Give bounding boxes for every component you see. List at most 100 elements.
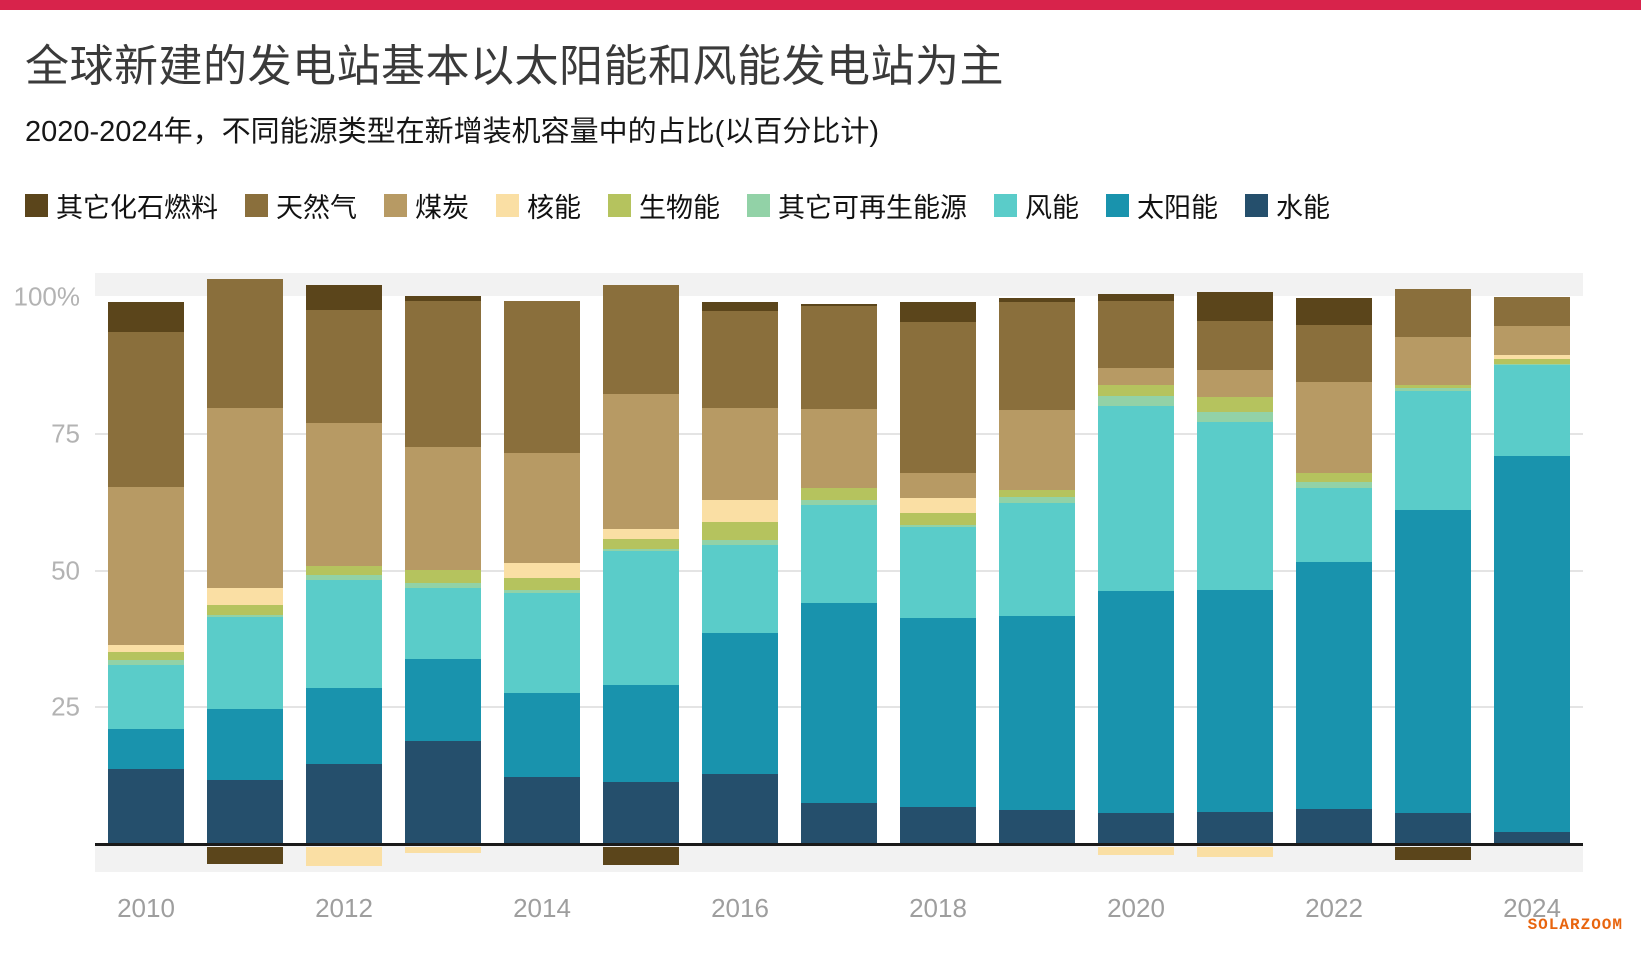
- bar-segment-hydro: [1098, 812, 1174, 844]
- bar-segment-coal: [1098, 368, 1174, 386]
- bar-segment-solar: [1197, 589, 1273, 812]
- bar-segment-fossil: [900, 302, 976, 322]
- bar-segment-other_renewables: [504, 590, 580, 593]
- x-axis-label-2014: 2014: [513, 893, 571, 923]
- bar-segment-hydro: [1395, 812, 1471, 844]
- bar-segment-gas: [504, 301, 580, 454]
- bar-segment-gas: [1197, 320, 1273, 371]
- legend-item-hydro: 水能: [1245, 186, 1330, 225]
- bar-segment-other_renewables: [900, 524, 976, 528]
- bar-segment-solar: [999, 615, 1075, 811]
- bar-segment-coal: [306, 422, 382, 566]
- bar-segment-nuclear: [108, 644, 184, 652]
- legend-label: 生物能: [639, 193, 720, 223]
- bar-segment-hydro: [900, 806, 976, 844]
- bar-segment-hydro: [108, 769, 184, 844]
- legend-label: 核能: [527, 193, 581, 223]
- bar-segment-hydro: [702, 773, 778, 844]
- bar-segment-wind: [900, 527, 976, 618]
- bar-segment-other_renewables: [603, 548, 679, 552]
- bar-segment-hydro: [207, 780, 283, 844]
- bar-segment-nuclear: [1197, 847, 1273, 857]
- legend-swatch-hydro: [1245, 194, 1268, 217]
- bar-segment-nuclear: [1494, 354, 1570, 359]
- bar-segment-coal: [702, 408, 778, 500]
- bar-segment-bioenergy: [999, 489, 1075, 497]
- bar-segment-wind: [1494, 365, 1570, 457]
- bar-segment-other_renewables: [1296, 481, 1372, 488]
- bar-segment-gas: [900, 321, 976, 473]
- bar-segment-solar: [405, 659, 481, 742]
- bar-segment-wind: [1098, 405, 1174, 591]
- bar-segment-solar: [108, 729, 184, 770]
- bar-segment-nuclear: [405, 847, 481, 854]
- bar-segment-nuclear: [900, 497, 976, 513]
- x-axis-label-2018: 2018: [909, 893, 967, 923]
- legend-item-wind: 风能: [994, 186, 1079, 225]
- bar-segment-nuclear: [1098, 847, 1174, 855]
- bar-segment-coal: [1296, 382, 1372, 474]
- bar-segment-solar: [504, 693, 580, 778]
- bar-segment-nuclear: [306, 847, 382, 866]
- bar-segment-other_renewables: [702, 539, 778, 545]
- bar-segment-gas: [1296, 325, 1372, 383]
- bar-segment-wind: [108, 665, 184, 730]
- bar-segment-nuclear: [504, 563, 580, 579]
- legend-item-fossil: 其它化石燃料: [25, 186, 218, 225]
- bar-segment-bioenergy: [207, 604, 283, 615]
- bar-segment-hydro: [504, 777, 580, 844]
- legend-swatch-wind: [994, 194, 1017, 217]
- bar-segment-hydro: [1296, 808, 1372, 844]
- bar-segment-nuclear: [207, 588, 283, 605]
- legend-item-coal: 煤炭: [384, 186, 469, 225]
- legend-item-bioenergy: 生物能: [608, 186, 720, 225]
- bar-segment-solar: [1395, 509, 1471, 813]
- bar-segment-wind: [603, 551, 679, 686]
- x-axis-label-2020: 2020: [1107, 893, 1165, 923]
- y-axis-label-25: 25: [51, 691, 80, 722]
- bar-segment-other_renewables: [1197, 411, 1273, 422]
- bar-segment-wind: [405, 588, 481, 660]
- bar-segment-gas: [405, 300, 481, 447]
- bar-segment-solar: [900, 617, 976, 807]
- x-axis-line: [95, 843, 1583, 846]
- bar-segment-bioenergy: [603, 538, 679, 549]
- bar-segment-coal: [405, 446, 481, 570]
- page-title: 全球新建的发电站基本以太阳能和风能发电站为主: [25, 42, 1004, 91]
- bar-segment-wind: [702, 544, 778, 633]
- bar-segment-other_renewables: [306, 575, 382, 581]
- legend: 其它化石燃料 天然气 煤炭 核能 生物能 其它可再生能源 风能 太阳能 水能: [25, 186, 1615, 225]
- top-accent-bar: [0, 0, 1641, 10]
- legend-swatch-other_renewables: [747, 194, 770, 217]
- gridline-100: [95, 296, 1583, 299]
- bar-segment-fossil: [108, 301, 184, 332]
- bar-segment-coal: [1197, 370, 1273, 398]
- bar-segment-fossil: [1296, 297, 1372, 326]
- bar-segment-solar: [207, 708, 283, 780]
- legend-item-other_renewables: 其它可再生能源: [747, 186, 967, 225]
- bar-segment-gas: [999, 301, 1075, 410]
- bar-segment-coal: [603, 393, 679, 529]
- legend-label: 水能: [1276, 193, 1330, 223]
- bar-segment-other_renewables: [405, 583, 481, 588]
- bar-segment-bioenergy: [1395, 384, 1471, 389]
- bar-segment-other_renewables: [1395, 388, 1471, 391]
- bar-segment-fossil: [702, 302, 778, 312]
- bar-segment-coal: [1494, 325, 1570, 355]
- bar-segment-nuclear: [603, 528, 679, 539]
- y-axis-label-100: 100%: [13, 281, 81, 312]
- bar-segment-coal: [108, 486, 184, 645]
- bar-segment-solar: [1296, 561, 1372, 809]
- bar-segment-gas: [603, 284, 679, 394]
- bar-segment-fossil: [1098, 294, 1174, 302]
- bar-segment-solar: [1494, 456, 1570, 832]
- bar-segment-hydro: [405, 741, 481, 844]
- x-axis-label-2024: 2024: [1503, 893, 1561, 923]
- bar-segment-gas: [702, 311, 778, 409]
- bar-segment-fossil: [801, 303, 877, 307]
- legend-label: 天然气: [276, 193, 357, 223]
- bar-segment-other_renewables: [207, 614, 283, 617]
- bar-segment-fossil: [306, 284, 382, 310]
- bar-segment-hydro: [1494, 831, 1570, 844]
- bar-segment-bioenergy: [306, 565, 382, 576]
